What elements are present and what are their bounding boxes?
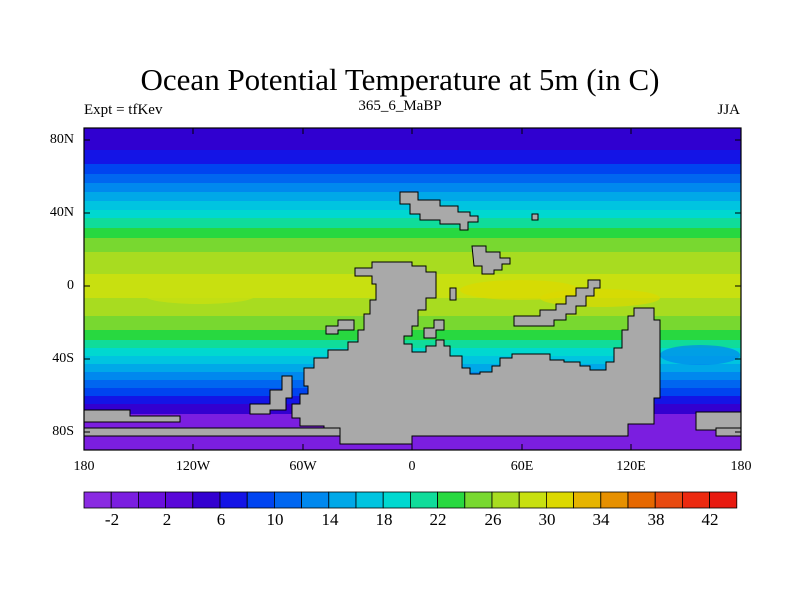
lon-label-180w: 180 [73,459,95,474]
colorbar-swatch [328,491,357,509]
colorbar-swatch [627,491,656,509]
colorbar-swatch [165,491,194,509]
lon-label-120w: 120W [175,459,211,474]
colorbar-label: 42 [701,510,719,529]
colorbar-swatch [600,491,629,509]
lon-label-180e: 180 [730,459,752,474]
land-island-b [325,319,355,335]
colorbar-swatch [491,491,520,509]
land-east-arc [513,279,601,327]
colorbar-swatch [654,491,683,509]
colorbar-label: -2 [104,510,120,529]
lat-label-80s: 80S [52,424,74,439]
colorbar-label: 38 [647,510,665,529]
colorbar-label: 26 [484,510,502,529]
plot-title: Ocean Potential Temperature at 5m (in C) [140,62,660,97]
lon-label-60w: 60W [289,459,317,474]
land-island-c [423,319,445,339]
colorbar-swatch [573,491,602,509]
land-island-a [449,287,457,301]
land-far-east [695,411,742,431]
land-gondwana [291,261,661,445]
colorbar-swatch [546,491,575,509]
land-sw-bottom [83,427,341,437]
lon-label-120e: 120E [616,459,646,474]
lat-label-0: 0 [67,278,74,293]
lat-label-80n: 80N [49,132,74,147]
colorbar-swatch [382,491,411,509]
colorbar-label: 10 [266,510,284,529]
colorbar-swatch [273,491,302,509]
colorbar [83,491,738,509]
colorbar-swatch [83,491,112,509]
experiment-label: Expt = tfKev [84,102,163,118]
colorbar-swatch [192,491,221,509]
colorbar-label: 14 [321,510,339,529]
land-sw-lobe [249,375,293,415]
lat-label-40n: 40N [49,205,74,220]
season-label: JJA [717,102,740,118]
land-island-ne [531,213,539,221]
lon-label-60e: 60E [510,459,534,474]
colorbar-swatch [301,491,330,509]
colorbar-label: 18 [375,510,393,529]
colorbar-swatch [437,491,466,509]
colorbar-swatch [464,491,493,509]
colorbar-swatch [709,491,738,509]
colorbar-label: 2 [162,510,172,529]
colorbar-swatch [682,491,711,509]
tick-marks [84,128,741,450]
colorbar-swatch [518,491,547,509]
colorbar-swatch [219,491,248,509]
colorbar-label: 34 [592,510,610,529]
colorbar-swatch [409,491,438,509]
lon-label-0: 0 [408,459,416,474]
lat-label-40s: 40S [52,351,74,366]
colorbar-swatch [110,491,139,509]
colorbar-label: 30 [538,510,556,529]
colorbar-swatch [246,491,275,509]
land-mask [83,191,742,445]
colorbar-swatch [355,491,384,509]
colorbar-label: 6 [216,510,226,529]
colorbar-swatch [137,491,166,509]
colorbar-label: 22 [429,510,447,529]
land-island-ne2 [471,245,511,275]
land-north [399,191,479,231]
period-label: 365_6_MaBP [358,98,442,114]
